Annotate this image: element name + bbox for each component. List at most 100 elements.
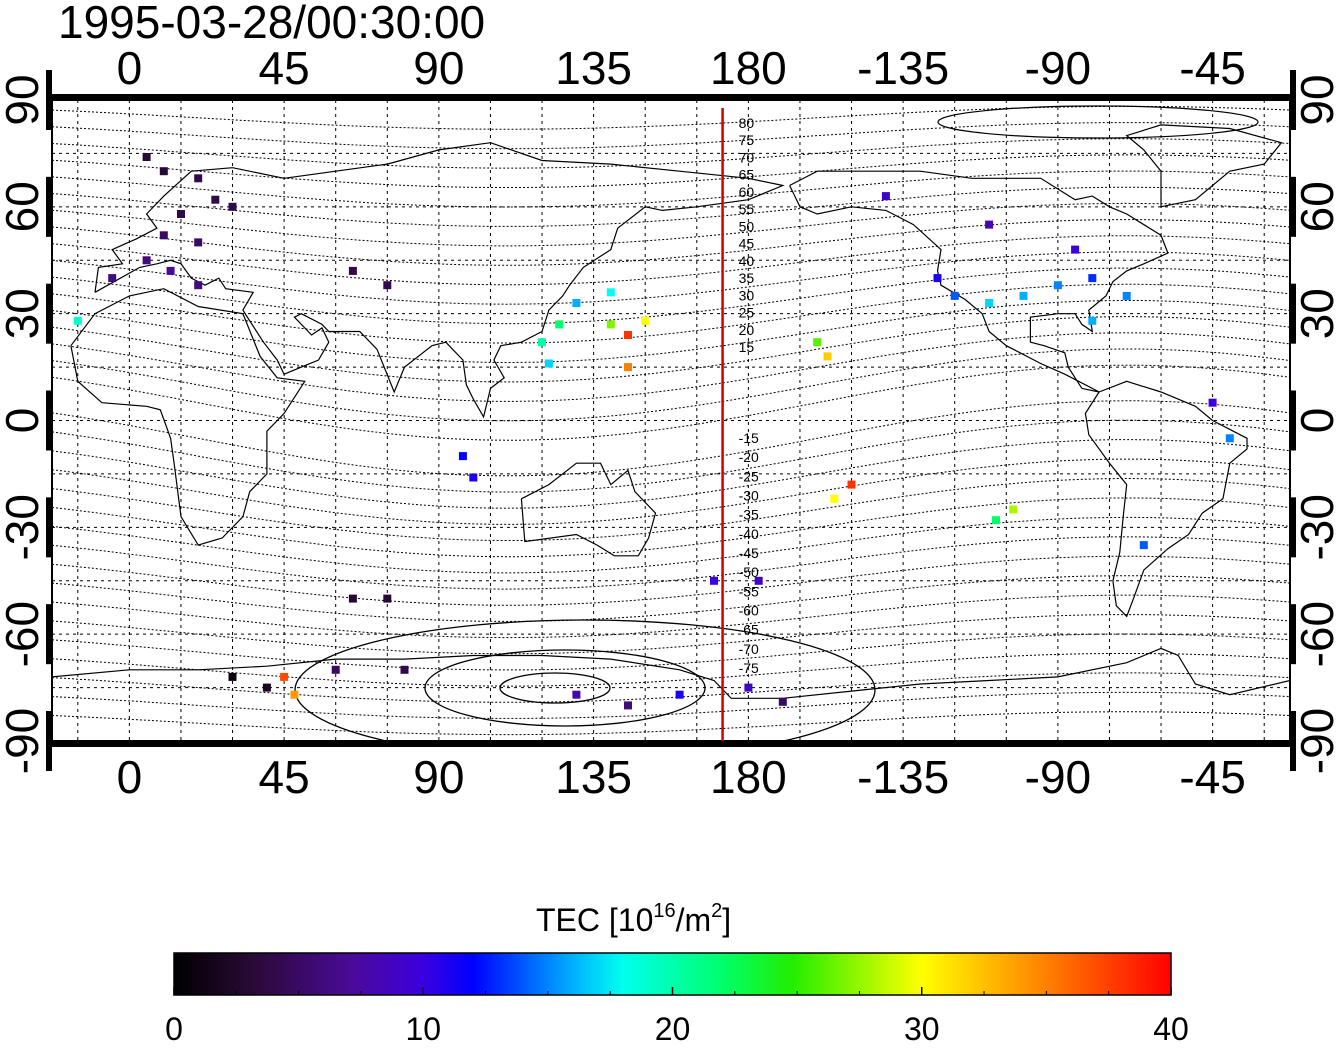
magnetic-latitude-contour	[52, 536, 1290, 590]
colorbar-tick-label: 0	[165, 1011, 183, 1047]
right-latitude-label: 0	[1291, 408, 1343, 434]
top-longitude-label: 90	[413, 42, 464, 94]
magnetic-latitude-contour	[52, 251, 1290, 305]
tec-point	[555, 320, 564, 329]
contour-label: -50	[739, 564, 759, 580]
top-longitude-label: 180	[710, 42, 787, 94]
contour-label: 70	[739, 150, 755, 166]
magnetic-latitude-contour	[52, 575, 1290, 622]
tec-point	[228, 202, 237, 211]
bottom-longitude-label: -135	[857, 751, 949, 803]
tec-point	[641, 316, 650, 325]
tec-point	[1071, 245, 1080, 254]
contour-label: -55	[739, 583, 759, 599]
contour-label: 30	[739, 287, 755, 303]
australia-outline	[520, 462, 657, 557]
magnetic-latitude-contour	[52, 633, 1290, 671]
magnetic-latitude-contour	[52, 364, 1290, 441]
top-longitude-label: -135	[857, 42, 949, 94]
right-latitude-label: 30	[1291, 288, 1343, 339]
tec-data-points	[73, 153, 1234, 710]
left-axis-bar	[46, 176, 52, 237]
tec-point	[992, 516, 1000, 525]
contour-label: -35	[739, 507, 759, 523]
magnetic-latitude-contour	[52, 186, 1290, 227]
magnetic-latitude-contour	[52, 439, 1290, 509]
tec-point	[458, 452, 467, 461]
magnetic-latitude-contour	[52, 711, 1290, 736]
colorbar-tick-label: 40	[1153, 1011, 1189, 1047]
tec-point	[1088, 316, 1097, 325]
magnetic-latitude-contour	[52, 332, 1290, 402]
tec-point	[754, 576, 763, 585]
tec-point	[813, 338, 822, 347]
tec-point	[881, 192, 890, 201]
tec-point	[538, 338, 546, 347]
contour-label: 15	[739, 339, 755, 355]
right-axis-bar	[1290, 711, 1296, 771]
tec-point	[544, 359, 553, 368]
tec-point	[572, 690, 581, 699]
tec-point	[778, 697, 787, 706]
magnetic-latitude-contour	[52, 594, 1290, 639]
magnetic-latitude-contour	[52, 672, 1290, 703]
tec-point	[108, 274, 117, 283]
tec-point	[1053, 281, 1062, 290]
tec-point	[710, 576, 718, 585]
tec-point	[823, 352, 832, 361]
bottom-axis-bar	[825, 741, 982, 747]
right-axis-bar	[1290, 604, 1296, 665]
colorbar-tick-label: 30	[904, 1011, 940, 1047]
top-axis-bar	[1134, 94, 1291, 100]
colorbar-tick-label: 10	[405, 1011, 441, 1047]
tec-point	[262, 683, 271, 692]
top-axis-bar	[360, 94, 517, 100]
right-latitude-label: -90	[1291, 708, 1343, 774]
magnetic-latitude-contour	[52, 458, 1290, 525]
right-axis-bar	[1290, 497, 1296, 558]
bottom-longitude-label: 180	[710, 751, 787, 803]
bottom-axis-bar	[51, 741, 208, 747]
contour-label: 60	[739, 184, 755, 200]
magnetic-latitude-contour	[52, 348, 1290, 422]
magnetic-latitude-contour	[52, 653, 1290, 687]
tec-point	[194, 281, 203, 290]
left-axis-bar	[46, 497, 52, 558]
south-pole-contour	[499, 672, 611, 704]
tec-point	[142, 256, 151, 265]
tec-point	[469, 473, 478, 482]
bottom-longitude-label: 135	[555, 751, 632, 803]
right-axis-bar	[1290, 390, 1296, 451]
tec-point	[142, 153, 151, 161]
tec-point	[624, 331, 632, 339]
left-latitude-label: 0	[0, 408, 48, 434]
top-axis-bar	[51, 94, 208, 100]
magnetic-latitude-contour	[52, 283, 1290, 344]
tec-point	[348, 266, 357, 275]
magnetic-latitude-contour	[52, 170, 1290, 208]
magnetic-latitude-contour	[52, 516, 1290, 574]
contour-label: 75	[739, 132, 755, 148]
magnetic-latitude-contour	[52, 138, 1290, 169]
contour-label: 50	[739, 218, 755, 234]
tec-point	[1088, 274, 1097, 283]
greenland-outline	[1125, 124, 1283, 208]
left-axis-bar	[46, 604, 52, 665]
tec-point	[847, 480, 856, 489]
top-axis-bar	[515, 94, 672, 100]
north-pole-contour	[937, 105, 1259, 139]
tec-point	[830, 494, 839, 503]
contour-label: 55	[739, 201, 755, 217]
magnetic-latitude-contour	[52, 267, 1290, 325]
map-timestamp: 1995-03-28/00:30:00	[58, 0, 485, 48]
magnetic-latitude-contour	[52, 202, 1290, 247]
contour-label: -75	[739, 660, 759, 676]
top-longitude-label: 135	[555, 42, 632, 94]
tec-point	[177, 210, 185, 218]
south-america-outline	[1084, 380, 1248, 618]
tec-point	[1122, 291, 1131, 300]
top-axis-bar	[979, 94, 1136, 100]
contour-label: -25	[739, 468, 759, 484]
left-latitude-label: -90	[0, 708, 48, 774]
